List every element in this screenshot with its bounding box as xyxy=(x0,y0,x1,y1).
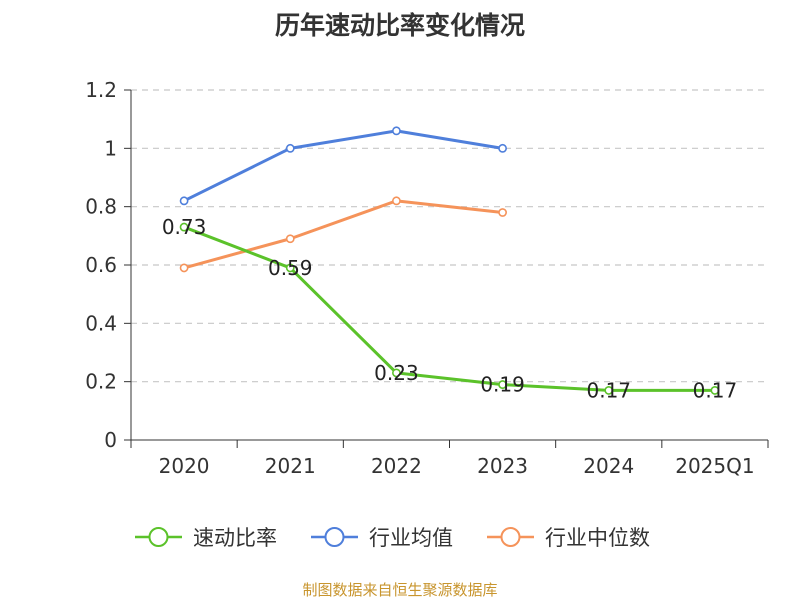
data-point xyxy=(710,386,720,395)
x-tick-label: 2023 xyxy=(477,454,528,478)
data-point xyxy=(392,126,401,136)
data-label: 0.19 xyxy=(480,373,525,397)
grid-lines xyxy=(131,89,768,383)
data-label: 0.59 xyxy=(268,256,313,280)
data-point xyxy=(498,208,507,217)
legend-marker xyxy=(148,527,169,547)
data-point xyxy=(285,143,295,153)
data-label: 0.73 xyxy=(162,215,207,239)
data-labels: 0.73 0.59 0.23 0.19 0.17 0.17 xyxy=(162,215,737,402)
data-point xyxy=(604,386,614,395)
data-label: 0.17 xyxy=(693,378,738,402)
y-tick-label: 0.6 xyxy=(85,253,117,277)
y-tick-label: 0.2 xyxy=(85,370,117,394)
chart-title: 历年速动比率变化情况 xyxy=(274,11,525,40)
data-point xyxy=(179,196,189,206)
axes: 0 0.2 0.4 0.6 0.8 1 1.2 2020 2021 2022 2023 2024 202… xyxy=(85,78,769,478)
legend-marker xyxy=(500,527,521,547)
series-line-2 xyxy=(183,199,503,270)
legend-label: 行业均值 xyxy=(369,526,453,550)
data-point xyxy=(498,380,507,389)
series-line-0 xyxy=(183,225,715,392)
x-tick-label: 2024 xyxy=(583,454,634,478)
data-label: 0.23 xyxy=(374,361,419,385)
legend-label: 速动比率 xyxy=(193,526,277,550)
data-point xyxy=(179,263,189,273)
source-note: 制图数据来自恒生聚源数据库 xyxy=(302,581,498,599)
x-tick-label: 2022 xyxy=(371,454,422,478)
x-tick-label: 2021 xyxy=(265,454,316,478)
data-point xyxy=(285,263,295,273)
y-tick-label: 1.2 xyxy=(85,78,117,102)
y-tick-label: 1 xyxy=(104,136,117,160)
x-tick-label: 2020 xyxy=(159,454,210,478)
series-line-1 xyxy=(183,129,503,203)
data-label: 0.17 xyxy=(586,378,631,402)
x-tick-label: 2025Q1 xyxy=(675,454,754,478)
y-tick-label: 0.4 xyxy=(85,311,117,335)
data-point xyxy=(498,143,507,153)
legend-label: 行业中位数 xyxy=(545,526,650,550)
data-point xyxy=(285,234,295,244)
data-point xyxy=(392,196,401,206)
series-lines xyxy=(179,126,720,395)
legend: 速动比率 行业均值 行业中位数 xyxy=(135,526,650,550)
legend-marker xyxy=(324,527,345,547)
y-tick-label: 0.8 xyxy=(85,195,117,219)
data-point xyxy=(392,368,401,378)
data-point xyxy=(179,222,189,232)
y-tick-label: 0 xyxy=(104,428,117,452)
